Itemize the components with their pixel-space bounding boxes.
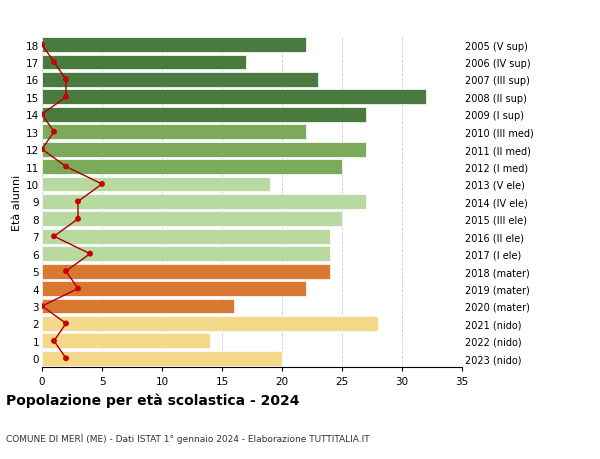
Point — [97, 181, 107, 188]
Point — [37, 146, 47, 153]
Bar — [42, 142, 366, 157]
Bar — [42, 195, 366, 209]
Bar — [42, 247, 330, 262]
Point — [49, 233, 59, 241]
Text: COMUNE DI MERÌ (ME) - Dati ISTAT 1° gennaio 2024 - Elaborazione TUTTITALIA.IT: COMUNE DI MERÌ (ME) - Dati ISTAT 1° genn… — [6, 432, 370, 442]
Point — [49, 129, 59, 136]
Bar — [42, 212, 342, 227]
Bar — [42, 73, 318, 88]
Point — [73, 285, 83, 292]
Bar — [42, 160, 342, 174]
Bar — [42, 334, 210, 348]
Point — [61, 94, 71, 101]
Point — [61, 163, 71, 171]
Bar — [42, 107, 366, 123]
Point — [49, 337, 59, 345]
Bar — [42, 38, 306, 53]
Bar — [42, 264, 330, 279]
Bar — [42, 281, 306, 297]
Bar — [42, 230, 330, 244]
Point — [61, 355, 71, 362]
Point — [37, 112, 47, 119]
Bar — [42, 125, 306, 140]
Point — [73, 198, 83, 206]
Point — [49, 59, 59, 67]
Point — [73, 216, 83, 223]
Text: Popolazione per età scolastica - 2024: Popolazione per età scolastica - 2024 — [6, 392, 299, 407]
Point — [37, 42, 47, 49]
Bar — [42, 299, 234, 313]
Point — [37, 302, 47, 310]
Point — [61, 268, 71, 275]
Bar — [42, 351, 282, 366]
Point — [85, 251, 95, 258]
Bar — [42, 56, 246, 70]
Bar — [42, 90, 426, 105]
Point — [61, 320, 71, 327]
Bar — [42, 316, 378, 331]
Point — [61, 77, 71, 84]
Y-axis label: Età alunni: Età alunni — [12, 174, 22, 230]
Bar — [42, 177, 270, 192]
